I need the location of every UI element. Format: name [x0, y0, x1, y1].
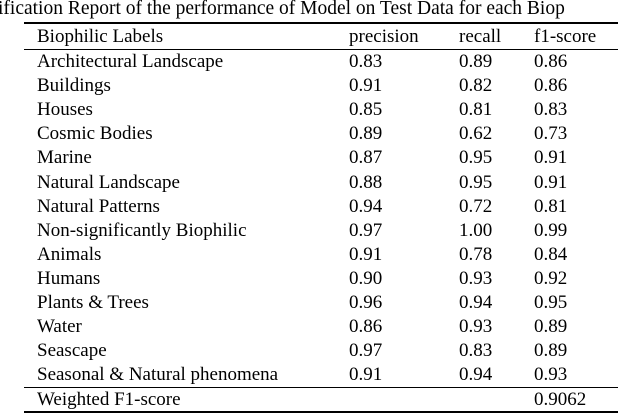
cell-f1-score: 0.89	[534, 340, 568, 362]
cell-recall: 0.82	[459, 75, 493, 97]
rule-below-header	[24, 49, 618, 50]
table-row: Natural Patterns 0.94 0.72 0.81	[24, 195, 618, 219]
table-row: Seasonal & Natural phenomena 0.91 0.94 0…	[24, 363, 618, 387]
cell-label: Seascape	[37, 340, 107, 362]
table-row: Cosmic Bodies 0.89 0.62 0.73	[24, 122, 618, 146]
cell-precision: 0.87	[349, 147, 383, 169]
cell-precision: 0.94	[349, 195, 383, 217]
table-row: Buildings 0.91 0.82 0.86	[24, 74, 618, 98]
table-row: Seascape 0.97 0.83 0.89	[24, 339, 618, 363]
cell-recall: 0.89	[459, 51, 493, 73]
table-row: Animals 0.91 0.78 0.84	[24, 243, 618, 267]
classification-report-table: Biophilic Labels precision recall f1-sco…	[24, 22, 618, 414]
table-footer-row: Weighted F1-score 0.9062	[24, 388, 618, 411]
cell-recall: 0.93	[459, 267, 493, 289]
cell-recall: 0.94	[459, 291, 493, 313]
cell-f1-score: 0.86	[534, 51, 568, 73]
cell-label: Houses	[37, 99, 93, 121]
cell-recall: 0.95	[459, 147, 493, 169]
table-caption: ification Report of the performance of M…	[0, 0, 565, 19]
cell-precision: 0.96	[349, 291, 383, 313]
table-row: Natural Landscape 0.88 0.95 0.91	[24, 170, 618, 194]
cell-f1-score: 0.93	[534, 364, 568, 386]
cell-label: Buildings	[37, 75, 111, 97]
cell-precision: 0.83	[349, 51, 383, 73]
rule-bottom	[24, 411, 618, 414]
cell-precision: 0.91	[349, 75, 383, 97]
cell-f1-score: 0.95	[534, 291, 568, 313]
table-row: Humans 0.90 0.93 0.92	[24, 267, 618, 291]
cell-precision: 0.86	[349, 316, 383, 338]
rule-top	[24, 22, 618, 24]
cell-recall: 0.95	[459, 171, 493, 193]
cell-label: Non-significantly Biophilic	[37, 219, 247, 241]
table-row: Water 0.86 0.93 0.89	[24, 315, 618, 339]
cell-precision: 0.90	[349, 267, 383, 289]
cell-label: Humans	[37, 267, 101, 289]
cell-recall: 0.83	[459, 340, 493, 362]
cell-precision: 0.85	[349, 99, 383, 121]
table-row: Architectural Landscape 0.83 0.89 0.86	[24, 50, 618, 74]
cell-label: Weighted F1-score	[37, 388, 181, 410]
col-header-precision: precision	[349, 25, 419, 47]
cell-f1-score: 0.92	[534, 267, 568, 289]
cell-label: Animals	[37, 243, 102, 265]
cell-recall: 0.78	[459, 243, 493, 265]
cell-recall: 0.81	[459, 99, 493, 121]
cell-recall: 1.00	[459, 219, 493, 241]
cell-label: Natural Landscape	[37, 171, 180, 193]
cell-precision: 0.88	[349, 171, 383, 193]
cell-f1-score: 0.73	[534, 123, 568, 145]
cell-f1-score: 0.86	[534, 75, 568, 97]
cell-recall: 0.94	[459, 364, 493, 386]
cell-precision: 0.91	[349, 243, 383, 265]
col-header-f1-score: f1-score	[534, 25, 597, 47]
cell-f1-score: 0.91	[534, 147, 568, 169]
cell-label: Cosmic Bodies	[37, 123, 153, 145]
cell-precision: 0.97	[349, 219, 383, 241]
cell-f1-score: 0.91	[534, 171, 568, 193]
cell-f1-score: 0.89	[534, 316, 568, 338]
col-header-recall: recall	[459, 25, 502, 47]
cell-precision: 0.91	[349, 364, 383, 386]
table-row: Marine 0.87 0.95 0.91	[24, 146, 618, 170]
cell-recall: 0.93	[459, 316, 493, 338]
cell-label: Water	[37, 316, 82, 338]
table-row: Plants & Trees 0.96 0.94 0.95	[24, 291, 618, 315]
cell-label: Seasonal & Natural phenomena	[37, 364, 279, 386]
cell-recall: 0.72	[459, 195, 493, 217]
table-row: Non-significantly Biophilic 0.97 1.00 0.…	[24, 219, 618, 243]
cell-f1-score: 0.99	[534, 219, 568, 241]
rule-above-footer	[24, 387, 618, 389]
table-header-row: Biophilic Labels precision recall f1-sco…	[24, 24, 618, 49]
table-row: Houses 0.85 0.81 0.83	[24, 98, 618, 122]
cell-f1-score: 0.9062	[534, 388, 587, 410]
cell-recall: 0.62	[459, 123, 493, 145]
cell-label: Plants & Trees	[37, 291, 149, 313]
cell-label: Marine	[37, 147, 92, 169]
cell-label: Natural Patterns	[37, 195, 160, 217]
col-header-biophilic-labels: Biophilic Labels	[37, 25, 164, 47]
cell-precision: 0.97	[349, 340, 383, 362]
cell-f1-score: 0.84	[534, 243, 568, 265]
cell-label: Architectural Landscape	[37, 51, 224, 73]
cell-f1-score: 0.81	[534, 195, 568, 217]
cell-f1-score: 0.83	[534, 99, 568, 121]
cell-precision: 0.89	[349, 123, 383, 145]
